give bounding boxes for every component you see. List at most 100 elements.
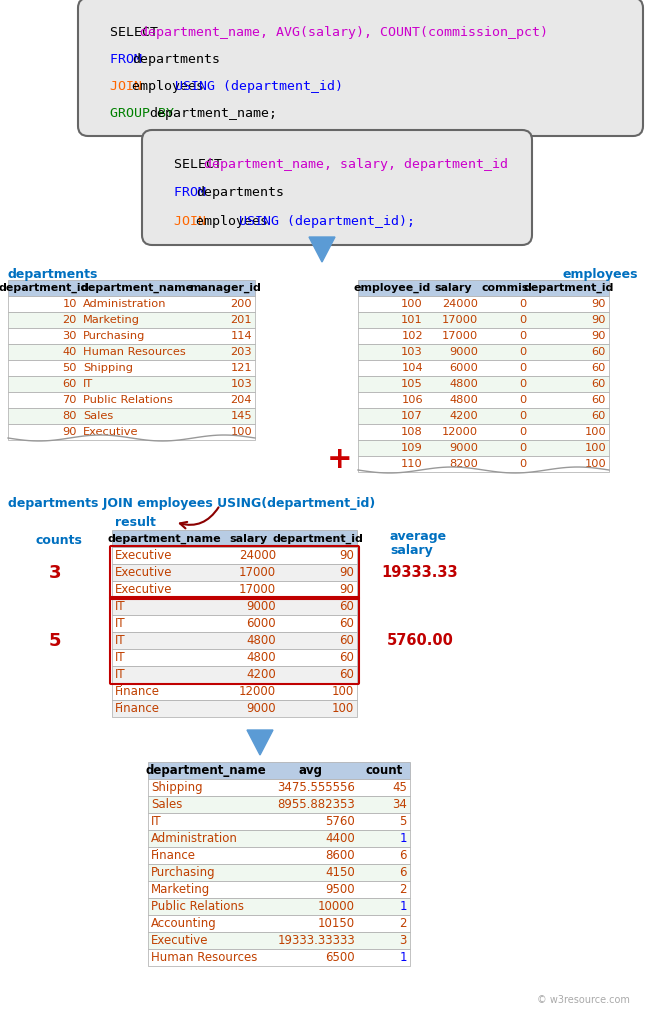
Bar (8, 408, 255, 424)
Text: 40: 40 (63, 347, 77, 357)
Text: 0: 0 (519, 347, 526, 357)
Text: Public Relations: Public Relations (83, 395, 173, 405)
Text: 24000: 24000 (239, 549, 276, 562)
Text: 100: 100 (584, 443, 606, 453)
Text: 5: 5 (400, 815, 407, 828)
Text: 2: 2 (399, 917, 407, 930)
Text: manager_id: manager_id (189, 283, 261, 293)
Text: average: average (390, 530, 447, 544)
Text: 90: 90 (591, 299, 606, 309)
Text: departments JOIN employees USING(department_id): departments JOIN employees USING(departm… (8, 497, 375, 510)
Text: JOIN: JOIN (174, 215, 214, 228)
Text: salary: salary (229, 533, 267, 544)
Text: 60: 60 (339, 617, 354, 630)
Text: 8600: 8600 (325, 849, 355, 862)
Text: department_name, AVG(salary), COUNT(commission_pct): department_name, AVG(salary), COUNT(comm… (141, 26, 548, 39)
Text: 9000: 9000 (449, 347, 478, 357)
Text: 17000: 17000 (442, 315, 478, 325)
Text: 6000: 6000 (246, 617, 276, 630)
Text: 60: 60 (339, 651, 354, 664)
Text: 0: 0 (519, 315, 526, 325)
Text: 12000: 12000 (442, 427, 478, 437)
Bar (148, 864, 410, 881)
Text: 0: 0 (519, 299, 526, 309)
Text: GROUP BY: GROUP BY (110, 107, 182, 120)
Bar (148, 779, 410, 796)
Bar (358, 296, 609, 312)
Text: 203: 203 (230, 347, 252, 357)
Text: USING (department_id);: USING (department_id); (239, 215, 415, 228)
Text: 0: 0 (519, 443, 526, 453)
Text: 1: 1 (399, 832, 407, 845)
Text: 90: 90 (591, 315, 606, 325)
Text: Human Resources: Human Resources (83, 347, 186, 357)
Text: 4200: 4200 (246, 668, 276, 681)
Text: Executive: Executive (151, 934, 208, 947)
Text: employees: employees (132, 80, 212, 93)
Bar (148, 830, 410, 847)
Text: 17000: 17000 (239, 583, 276, 596)
FancyBboxPatch shape (78, 0, 643, 136)
Bar (358, 360, 609, 376)
Text: 104: 104 (401, 363, 423, 373)
Bar (112, 649, 357, 666)
Text: 0: 0 (519, 363, 526, 373)
Text: 9500: 9500 (325, 883, 355, 896)
Text: 34: 34 (392, 798, 407, 811)
Bar (112, 615, 357, 632)
Text: © w3resource.com: © w3resource.com (537, 995, 630, 1005)
Text: 12000: 12000 (239, 685, 276, 698)
Text: 108: 108 (401, 427, 423, 437)
Text: Administration: Administration (83, 299, 166, 309)
Text: 100: 100 (584, 459, 606, 469)
Bar (8, 312, 255, 328)
Text: 45: 45 (392, 781, 407, 794)
Bar (358, 440, 609, 456)
Bar (358, 376, 609, 392)
Text: 60: 60 (591, 395, 606, 405)
Text: Finance: Finance (115, 685, 160, 698)
Text: Executive: Executive (115, 549, 172, 562)
Text: 4150: 4150 (325, 866, 355, 879)
Text: employee_id: employee_id (353, 283, 431, 293)
Text: Finance: Finance (115, 702, 160, 715)
Bar (112, 530, 357, 547)
Bar (112, 632, 357, 649)
Text: salary: salary (390, 544, 433, 557)
Text: 8200: 8200 (449, 459, 478, 469)
Bar (8, 376, 255, 392)
Text: 101: 101 (401, 315, 423, 325)
Text: 90: 90 (339, 549, 354, 562)
Text: 19333.33333: 19333.33333 (277, 934, 355, 947)
Text: Sales: Sales (83, 411, 114, 421)
Text: +: + (327, 445, 353, 475)
Text: 145: 145 (230, 411, 252, 421)
Text: department_name: department_name (108, 533, 221, 544)
Text: 70: 70 (63, 395, 77, 405)
Text: 201: 201 (230, 315, 252, 325)
Text: Public Relations: Public Relations (151, 900, 244, 913)
Text: 24000: 24000 (442, 299, 478, 309)
Text: 0: 0 (519, 459, 526, 469)
Bar (358, 344, 609, 360)
Text: department_id: department_id (0, 283, 89, 293)
Text: Executive: Executive (115, 566, 172, 579)
Text: 100: 100 (401, 299, 423, 309)
Text: 10150: 10150 (318, 917, 355, 930)
Text: IT: IT (151, 815, 162, 828)
Text: 19333.33: 19333.33 (382, 565, 459, 580)
Text: IT: IT (83, 379, 94, 389)
Text: 100: 100 (332, 685, 354, 698)
Text: 103: 103 (230, 379, 252, 389)
Text: USING (department_id): USING (department_id) (175, 80, 343, 93)
Text: Marketing: Marketing (151, 883, 210, 896)
Text: 60: 60 (591, 411, 606, 421)
Text: 0: 0 (519, 395, 526, 405)
Bar (148, 813, 410, 830)
Text: IT: IT (115, 617, 126, 630)
Text: IT: IT (115, 651, 126, 664)
Text: FROM: FROM (110, 53, 150, 66)
Text: 50: 50 (63, 363, 77, 373)
Bar (148, 949, 410, 966)
Text: 109: 109 (401, 443, 423, 453)
